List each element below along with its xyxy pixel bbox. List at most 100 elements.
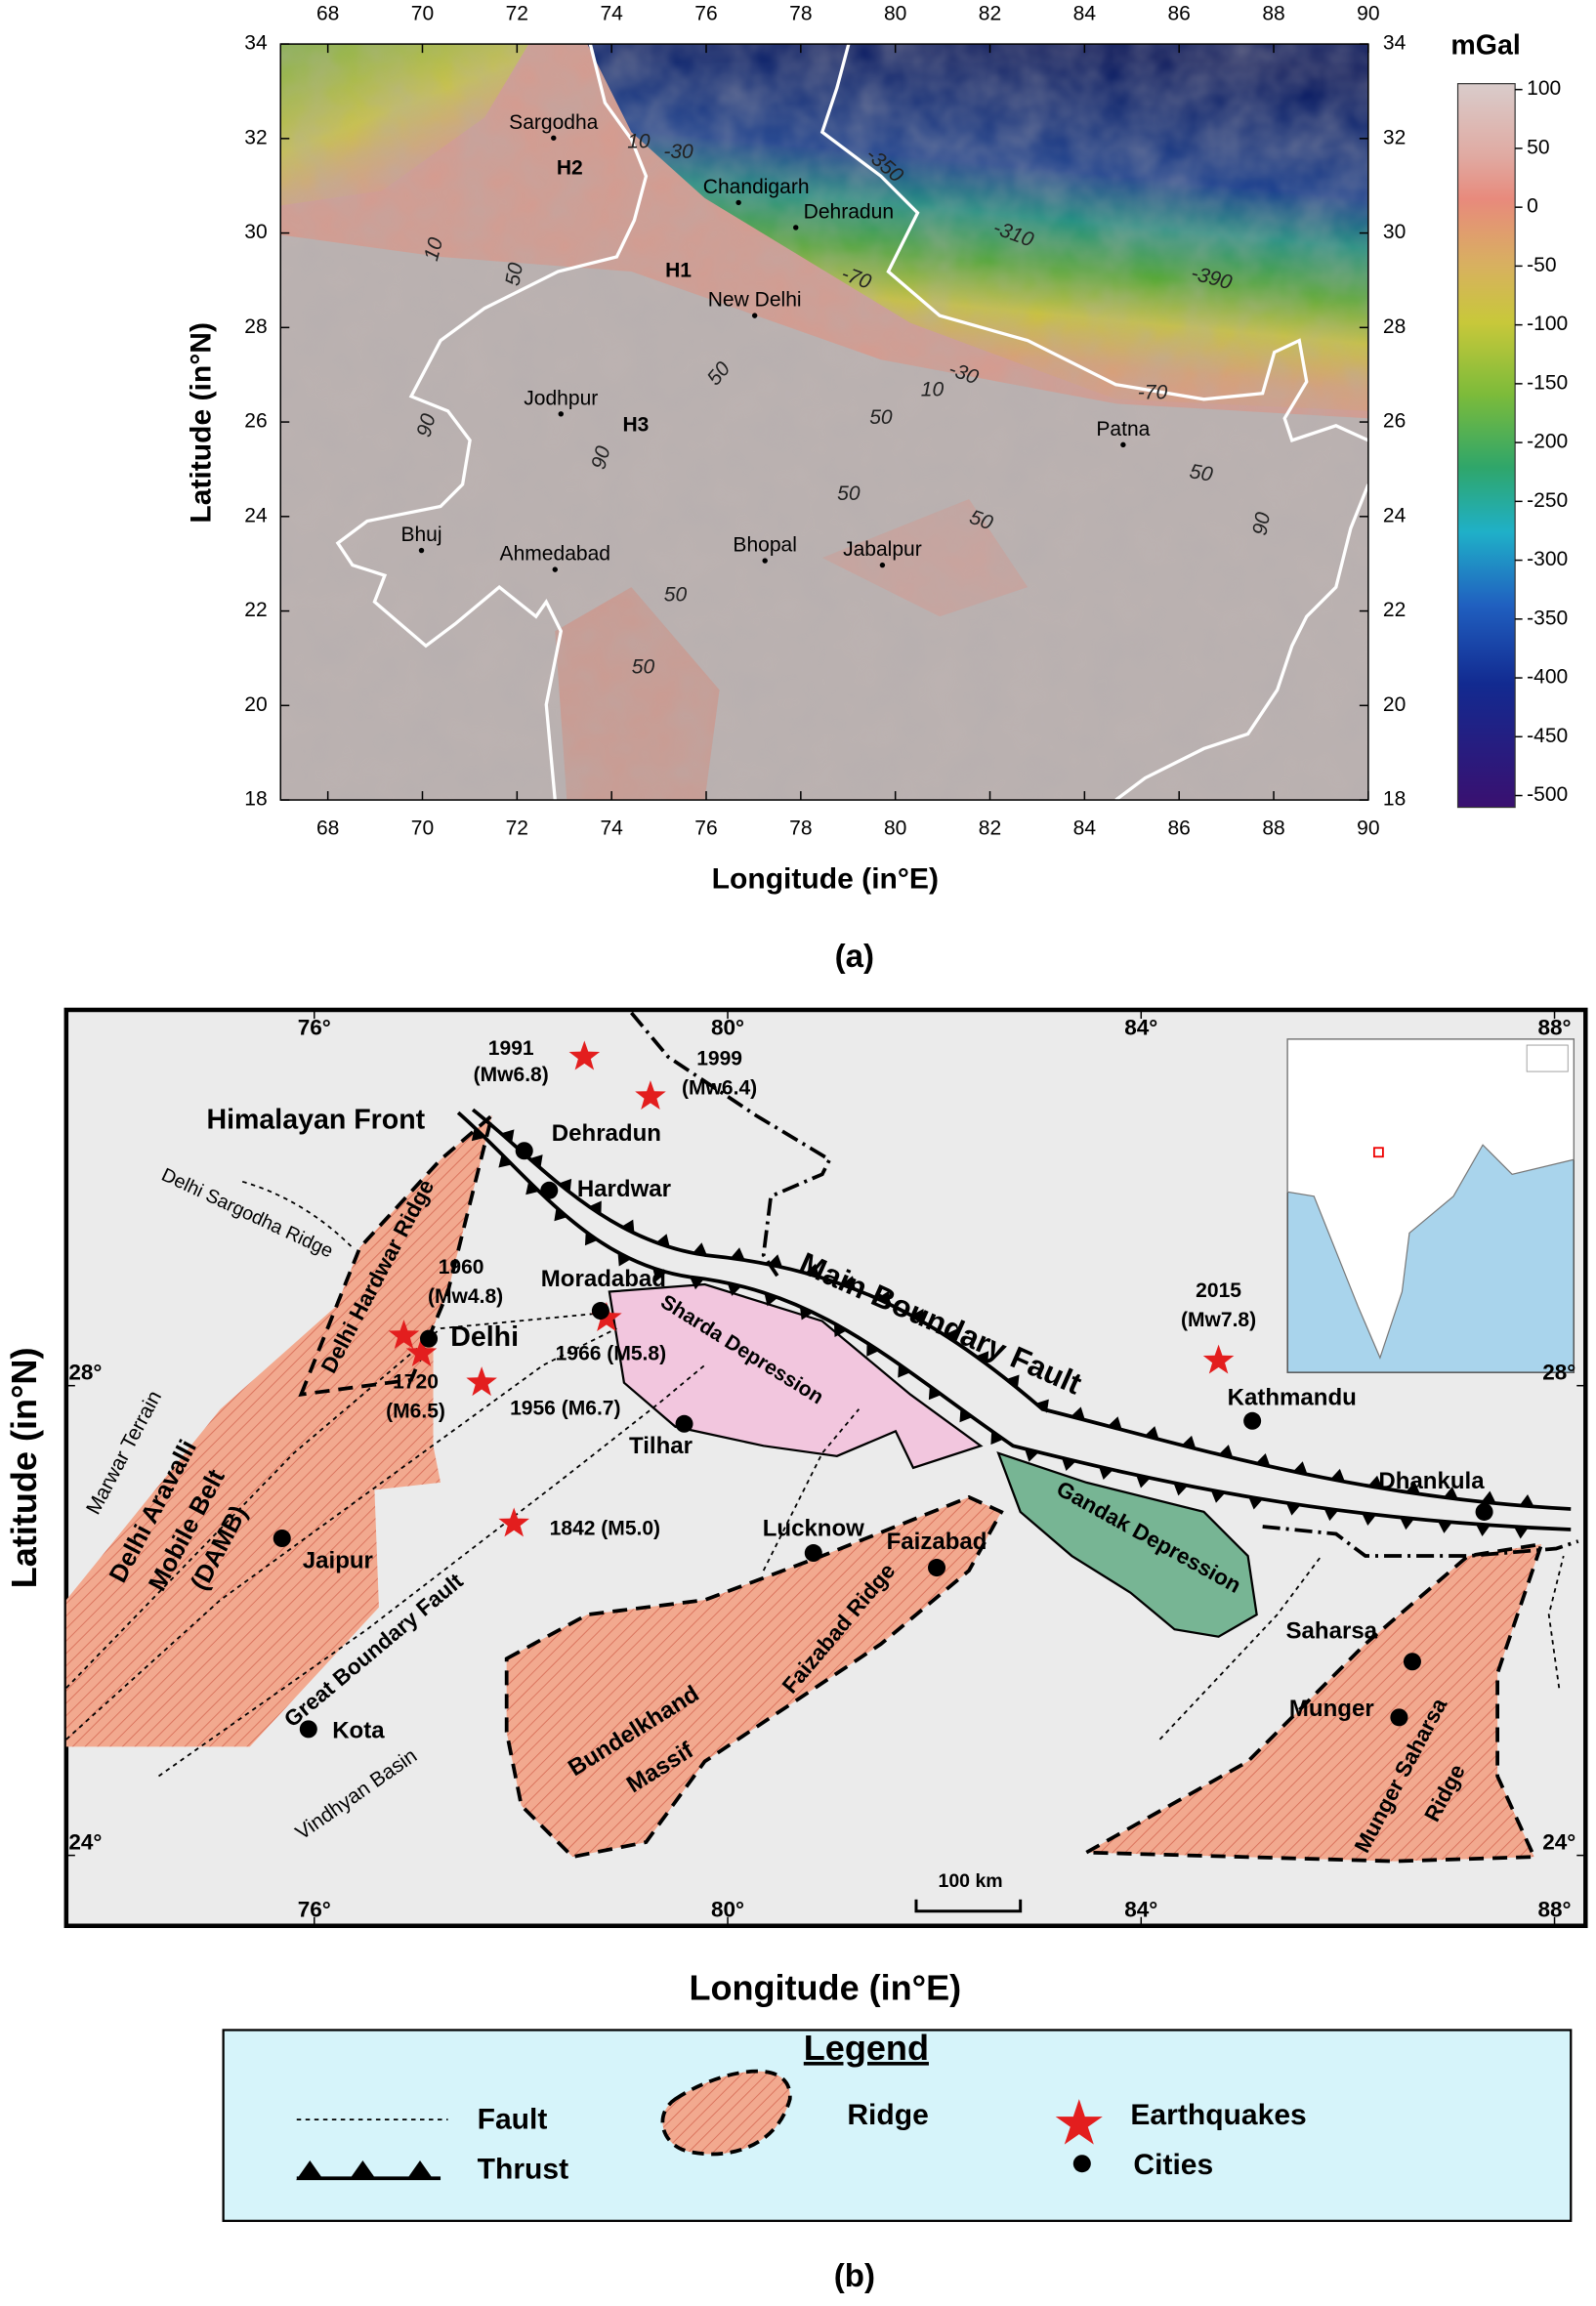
thrust-tooth: [1173, 1483, 1189, 1496]
thrust-tooth: [764, 1292, 778, 1307]
thrust-tooth: [1099, 1466, 1113, 1480]
x-tick-label: 80°: [711, 1015, 744, 1039]
thrust-tooth: [1437, 1521, 1452, 1533]
thrust-tooth: [1006, 1374, 1020, 1389]
map-label: (Mw4.8): [428, 1285, 503, 1308]
y-tick-label: 28°: [68, 1361, 102, 1385]
thrust-tooth: [1255, 1453, 1271, 1467]
border: [819, 43, 1369, 442]
y-tick-label: 20: [244, 693, 267, 716]
colorbar-label: -400: [1527, 666, 1568, 689]
city: [928, 1559, 946, 1577]
thrust-tooth: [1108, 1416, 1122, 1430]
map-label: 1842 (M5.0): [550, 1518, 660, 1540]
x-tick-label: 84: [1073, 818, 1097, 840]
city: [1243, 1411, 1262, 1430]
thrust-tooth: [1248, 1496, 1264, 1510]
city-dot: [751, 313, 758, 318]
x-axis-title: Longitude (in°E): [712, 863, 939, 896]
thrust-tooth: [1400, 1517, 1415, 1530]
thrust-tooth: [652, 1268, 667, 1282]
map-label: 2015: [1196, 1279, 1241, 1302]
earthquake: [466, 1366, 497, 1397]
contour-label: 90: [1248, 511, 1275, 537]
x-tick-label: 88°: [1538, 1898, 1572, 1922]
legend-label: Fault: [478, 2104, 548, 2136]
scale-line: [914, 1899, 1023, 1913]
y-tick-label: 24°: [1542, 1830, 1575, 1855]
x-tick-label: 80: [884, 3, 906, 25]
thrust-tooth: [1475, 1524, 1491, 1536]
legend: Legend: [222, 2028, 1573, 2222]
legend-label: Ridge: [847, 2099, 928, 2131]
x-tick-label: 84°: [1124, 1015, 1157, 1039]
thrust-tooth: [1144, 1426, 1159, 1440]
legend-thrust: [296, 2159, 441, 2181]
colorbar-label: 0: [1527, 195, 1538, 218]
y-tick-label: 34: [1383, 32, 1407, 55]
map-label: Kathmandu: [1228, 1385, 1357, 1411]
thrust-tooth: [833, 1322, 848, 1337]
colorbar-label: -250: [1527, 489, 1568, 512]
colorbar-label: 50: [1527, 136, 1549, 158]
map-label: Saharsa: [1286, 1618, 1378, 1645]
legend-ridge: [660, 2069, 792, 2157]
thrust-tooth: [866, 1342, 880, 1357]
y-tick-label: 24: [1383, 504, 1407, 526]
y-tick-label: 24: [244, 504, 268, 526]
city-dot: [552, 566, 558, 572]
y-tick-label: 18: [244, 788, 267, 811]
thrust-tooth: [617, 1252, 631, 1267]
inset-legend: [1526, 1044, 1569, 1072]
y-tick-label: 28°: [1542, 1361, 1575, 1385]
thrust-tooth: [498, 1153, 513, 1168]
inset-locator: [1372, 1147, 1384, 1158]
ridge: [298, 1110, 495, 1398]
contour-label: -30: [663, 141, 693, 163]
colorbar-label: -300: [1527, 548, 1568, 570]
map-label: Moradabad: [541, 1266, 666, 1292]
x-tick-label: 78: [789, 3, 812, 25]
thrust-tooth: [1025, 1448, 1039, 1462]
colorbar-unit: mGal: [1450, 30, 1520, 62]
x-tick-label: 68: [316, 818, 339, 840]
thrust-tooth: [877, 1290, 891, 1305]
city-dot: [793, 225, 799, 231]
thrust-tooth: [928, 1386, 943, 1401]
legend-label: Earthquakes: [1130, 2099, 1306, 2131]
place-label: Ahmedabad: [500, 543, 610, 566]
inset-map: [1286, 1038, 1575, 1373]
x-tick-label: 86: [1167, 818, 1190, 840]
fault: [1547, 1555, 1565, 1689]
thrust-tooth: [1292, 1461, 1308, 1475]
map-label: Kota: [332, 1718, 385, 1744]
fault: [241, 1180, 354, 1249]
city: [299, 1720, 317, 1739]
place-label: Sargodha: [509, 111, 599, 134]
map-label: Himalayan Front: [206, 1105, 425, 1136]
legend-label: Cities: [1133, 2149, 1213, 2181]
city: [1390, 1708, 1408, 1727]
city: [1403, 1653, 1421, 1671]
map-label: (M6.5): [386, 1400, 445, 1422]
x-tick-label: 72: [506, 818, 528, 840]
thrust-tooth: [805, 1263, 819, 1278]
city-dot: [762, 558, 768, 564]
thrust-tooth: [500, 1129, 515, 1144]
thrust-tooth: [1035, 1399, 1049, 1413]
colorbar: [1456, 83, 1516, 809]
earthquake: [388, 1320, 420, 1349]
scale-bar: 100 km: [914, 1870, 1023, 1913]
thrust-tooth: [1218, 1445, 1234, 1458]
thrust-tooth: [1323, 1508, 1339, 1522]
city: [804, 1544, 822, 1563]
x-tick-label: 84: [1073, 3, 1097, 25]
earthquake: [405, 1337, 438, 1367]
place-label: Patna: [1096, 418, 1150, 440]
contour-label: 50: [837, 482, 861, 505]
map-label: 1991: [488, 1037, 534, 1060]
x-tick-label: 84°: [1124, 1898, 1157, 1922]
place-label: Bhopal: [733, 534, 797, 557]
place-label: H3: [622, 413, 649, 436]
